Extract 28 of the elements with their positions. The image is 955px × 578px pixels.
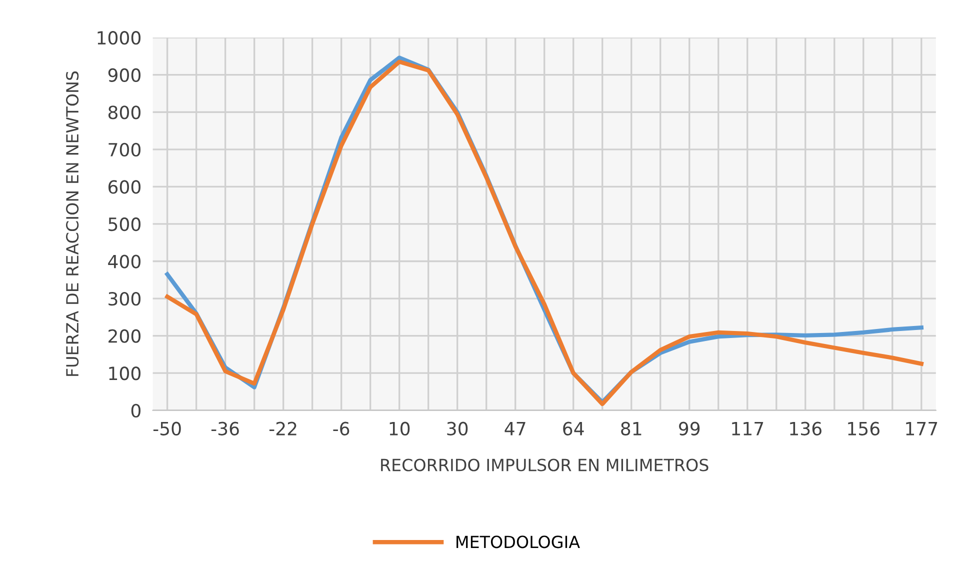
x-tick-label: 177 xyxy=(906,422,938,436)
x-tick-label: -6 xyxy=(333,422,350,436)
x-tick-label: 117 xyxy=(732,422,764,436)
y-tick-label: 300 xyxy=(108,292,140,306)
y-tick-label: 400 xyxy=(108,254,140,268)
x-tick-label: 99 xyxy=(679,422,700,436)
x-tick-label: 81 xyxy=(621,422,642,436)
x-axis-title: RECORRIDO IMPULSOR EN MILIMETROS xyxy=(381,458,708,472)
x-tick-label: -36 xyxy=(211,422,239,436)
x-tick-label: 10 xyxy=(390,422,410,436)
y-axis-title: FUERZA DE REACCION EN NEWTONS xyxy=(66,71,79,376)
y-tick-label: 100 xyxy=(109,366,140,380)
y-tick-label: 1000 xyxy=(98,31,140,45)
y-tick-label: 200 xyxy=(108,329,140,343)
y-tick-label: 800 xyxy=(108,106,140,120)
x-tick-label: 136 xyxy=(790,422,822,436)
y-tick-label: 500 xyxy=(108,217,140,232)
x-tick-label: -50 xyxy=(153,422,181,436)
x-tick-label: 47 xyxy=(504,422,526,436)
legend-label: METODOLOGIA xyxy=(456,536,580,548)
x-tick-label: 156 xyxy=(848,422,880,436)
y-tick-label: 700 xyxy=(108,142,140,157)
y-tick-label: 900 xyxy=(108,68,140,82)
x-tick-label: 64 xyxy=(563,422,584,436)
y-tick-label: 600 xyxy=(108,180,140,194)
x-tick-label: -22 xyxy=(269,422,296,436)
y-tick-label: 0 xyxy=(131,404,140,418)
x-tick-label: 30 xyxy=(447,422,468,436)
